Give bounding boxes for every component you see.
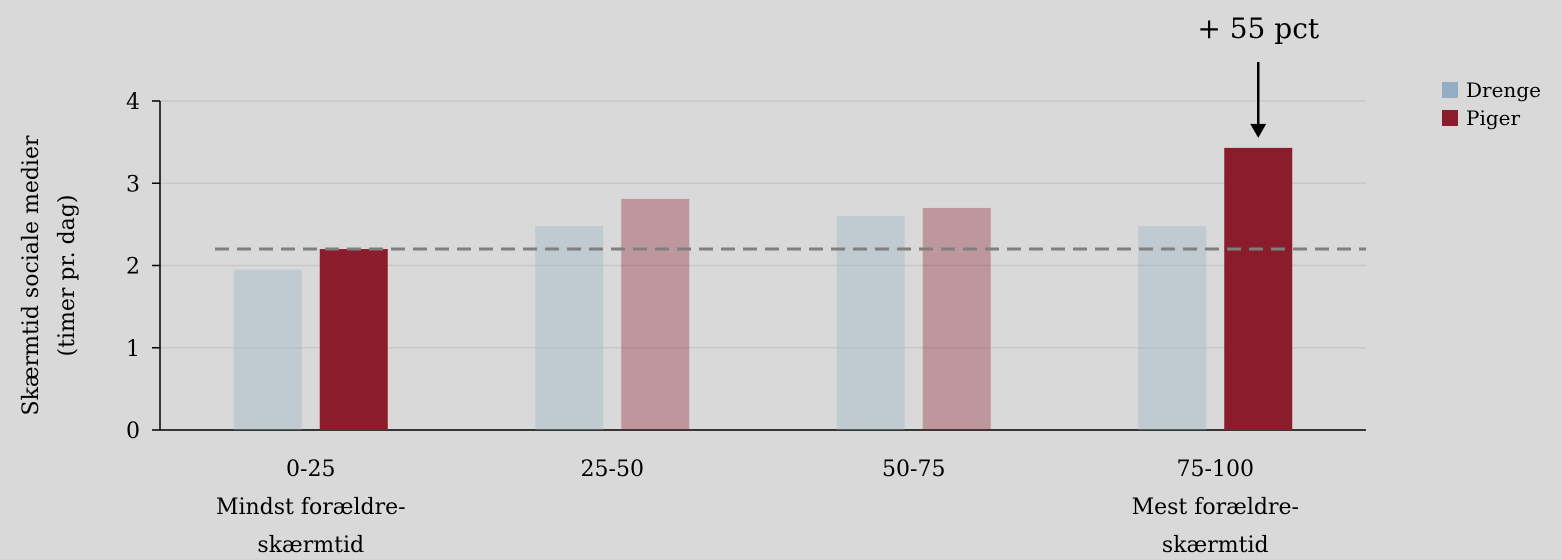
bar-drenge [535, 226, 604, 430]
y-axis-title-line: Skærmtid sociale medier [19, 135, 44, 415]
bar-piger [922, 207, 991, 430]
x-category-label: Mindst forældre- [216, 495, 406, 520]
bar-piger [1224, 147, 1293, 430]
bar-piger [621, 198, 690, 430]
bar-piger [319, 249, 388, 430]
y-tick-label: 1 [126, 337, 140, 362]
annotation-arrow-head [1250, 123, 1267, 138]
y-tick-label: 2 [126, 255, 140, 280]
y-tick-label: 4 [126, 90, 140, 115]
x-category-label: 0-25 [286, 457, 335, 482]
legend-label-piger: Piger [1466, 106, 1520, 130]
x-category-label: skærmtid [257, 533, 364, 558]
bar-drenge [1138, 226, 1207, 430]
annotation-text: + 55 pct [1197, 12, 1319, 45]
x-category-label: 25-50 [581, 457, 644, 482]
legend-label-drenge: Drenge [1466, 78, 1541, 102]
bar-drenge [233, 269, 302, 430]
x-category-label: skærmtid [1162, 533, 1269, 558]
y-axis-title-line: (timer pr. dag) [55, 195, 80, 357]
legend-swatch-drenge [1442, 82, 1458, 98]
bar-drenge [836, 216, 905, 430]
y-tick-label: 3 [126, 172, 140, 197]
y-tick-label: 0 [126, 419, 140, 444]
legend-swatch-piger [1442, 110, 1458, 126]
x-category-label: Mest forældre- [1132, 495, 1299, 520]
x-category-label: 50-75 [882, 457, 945, 482]
x-category-label: 75-100 [1177, 457, 1254, 482]
